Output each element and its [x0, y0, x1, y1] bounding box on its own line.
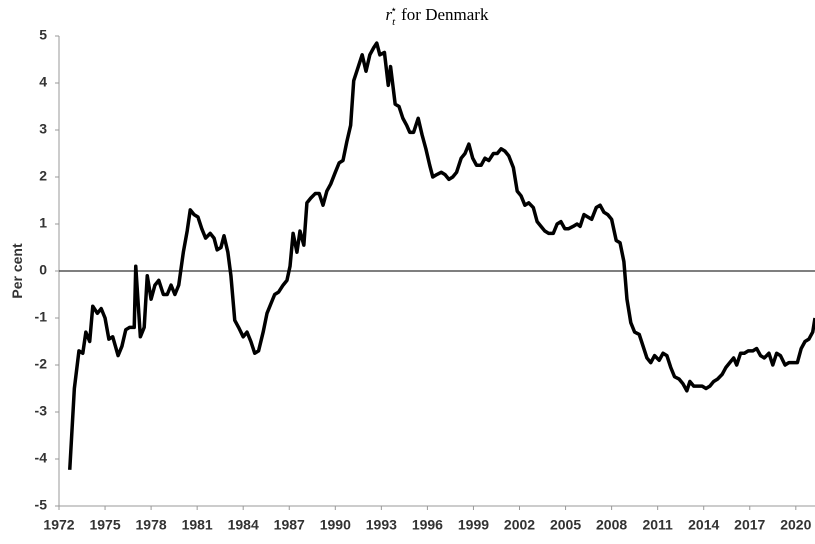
title-text: for Denmark	[401, 5, 489, 24]
x-tick-label: 1999	[458, 517, 489, 533]
x-tick-label: 1993	[366, 517, 397, 533]
x-tick-label: 1984	[228, 517, 259, 533]
x-tick-label: 2014	[688, 517, 719, 533]
x-tick-label: 1987	[274, 517, 305, 533]
x-tick-label: 1975	[89, 517, 120, 533]
title-superscript: ⋆	[390, 4, 397, 16]
y-tick-label: 1	[39, 215, 47, 231]
x-tick-label: 2005	[550, 517, 581, 533]
y-tick-label: 4	[39, 74, 47, 90]
x-tick-label: 1972	[43, 517, 74, 533]
x-tick-label: 1996	[412, 517, 443, 533]
title-subscript: t	[392, 16, 396, 28]
y-tick-label: -3	[35, 403, 48, 419]
y-tick-label: -2	[35, 356, 48, 372]
chart-title: rt⋆ for Denmark	[386, 4, 489, 28]
y-axis-label: Per cent	[9, 243, 25, 299]
x-tick-label: 2020	[780, 517, 811, 533]
x-tick-label: 1981	[182, 517, 213, 533]
x-tick-label: 2008	[596, 517, 627, 533]
y-tick-label: -5	[35, 497, 48, 513]
data-line	[68, 41, 815, 470]
x-tick-label: 2011	[642, 517, 673, 533]
x-tick-label: 2002	[504, 517, 535, 533]
y-tick-label: -4	[35, 450, 48, 466]
y-tick-label: 2	[39, 168, 47, 184]
y-tick-label: -1	[35, 309, 48, 325]
x-tick-label: 1990	[320, 517, 351, 533]
y-tick-label: 3	[39, 121, 47, 137]
y-tick-label: 0	[39, 262, 47, 278]
x-tick-label: 2017	[734, 517, 765, 533]
title-symbol: r	[386, 5, 393, 24]
x-tick-label: 1978	[136, 517, 167, 533]
y-tick-label: 5	[39, 27, 47, 43]
